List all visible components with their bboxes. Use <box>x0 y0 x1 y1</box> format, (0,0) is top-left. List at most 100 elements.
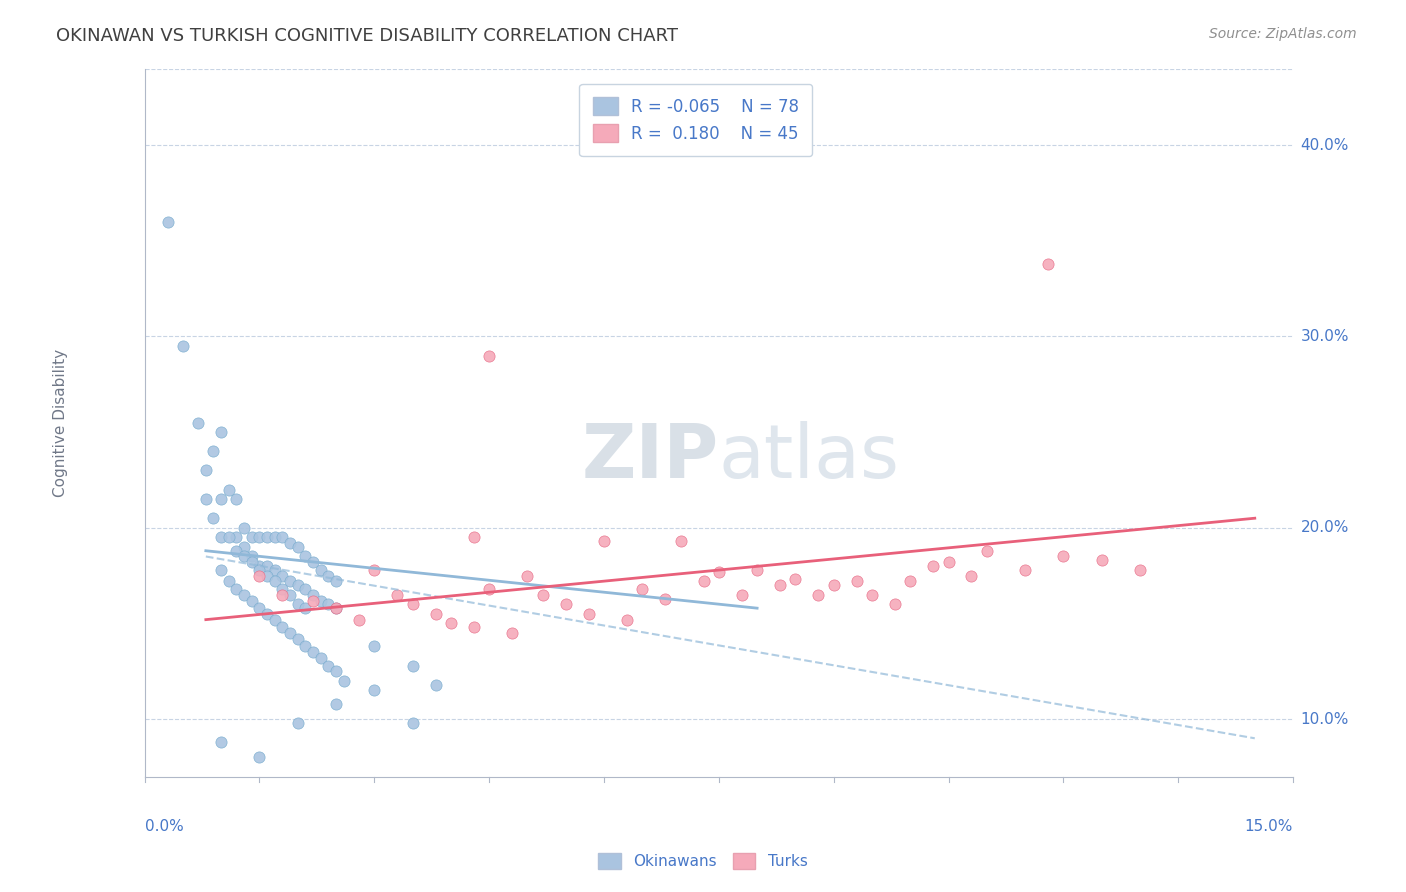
Point <box>249 601 271 615</box>
Point <box>325 665 347 679</box>
Point <box>209 563 232 577</box>
Point <box>294 601 316 615</box>
Point <box>202 511 225 525</box>
Text: ZIP: ZIP <box>582 421 718 494</box>
Point <box>309 593 332 607</box>
Point <box>318 658 340 673</box>
Point <box>309 563 332 577</box>
Point <box>271 588 294 602</box>
Point <box>209 735 232 749</box>
Point <box>1014 563 1036 577</box>
Point <box>938 555 960 569</box>
Point <box>922 559 945 574</box>
Point <box>463 620 485 634</box>
Point <box>287 632 309 646</box>
Point <box>318 568 340 582</box>
Point <box>616 613 638 627</box>
Point <box>263 563 285 577</box>
Point <box>209 530 232 544</box>
Point <box>302 645 325 659</box>
Point <box>249 530 271 544</box>
Point <box>271 620 294 634</box>
Point <box>516 568 538 582</box>
Point <box>249 750 271 764</box>
Point <box>363 683 385 698</box>
Point <box>194 463 217 477</box>
Point <box>325 601 347 615</box>
Point <box>325 697 347 711</box>
Point <box>263 574 285 589</box>
Point <box>1036 257 1059 271</box>
Point <box>807 588 830 602</box>
Point <box>463 530 485 544</box>
Point <box>425 678 447 692</box>
Point <box>401 658 423 673</box>
Point <box>325 574 347 589</box>
Text: 15.0%: 15.0% <box>1244 819 1294 834</box>
Point <box>363 640 385 654</box>
Text: 10.0%: 10.0% <box>1301 712 1350 727</box>
Point <box>309 651 332 665</box>
Point <box>209 425 232 439</box>
Point <box>976 543 998 558</box>
Text: 40.0%: 40.0% <box>1301 137 1350 153</box>
Point <box>478 349 501 363</box>
Point <box>287 598 309 612</box>
Point <box>278 588 301 602</box>
Point <box>202 444 225 458</box>
Point <box>478 582 501 596</box>
Point <box>240 555 263 569</box>
Point <box>769 578 792 592</box>
Point <box>225 543 247 558</box>
Point <box>225 492 247 507</box>
Point <box>1052 549 1074 564</box>
Point <box>302 593 325 607</box>
Point <box>249 559 271 574</box>
Point <box>593 534 616 549</box>
Point <box>278 536 301 550</box>
Point <box>302 588 325 602</box>
Point <box>578 607 600 621</box>
Point <box>401 716 423 731</box>
Text: 20.0%: 20.0% <box>1301 520 1350 535</box>
Point <box>233 540 256 554</box>
Text: 0.0%: 0.0% <box>145 819 183 834</box>
Point <box>785 573 807 587</box>
Text: 30.0%: 30.0% <box>1301 329 1350 344</box>
Point <box>218 574 240 589</box>
Point <box>884 598 907 612</box>
Point <box>654 591 676 606</box>
Text: Source: ZipAtlas.com: Source: ZipAtlas.com <box>1209 27 1357 41</box>
Point <box>233 588 256 602</box>
Point <box>287 540 309 554</box>
Point <box>256 607 278 621</box>
Point <box>240 549 263 564</box>
Point <box>194 492 217 507</box>
Point <box>347 613 370 627</box>
Point <box>531 588 554 602</box>
Point <box>669 534 692 549</box>
Point <box>960 568 983 582</box>
Point <box>256 530 278 544</box>
Point <box>898 574 921 589</box>
Point <box>218 483 240 497</box>
Point <box>823 578 845 592</box>
Point <box>501 626 523 640</box>
Point <box>209 492 232 507</box>
Point <box>294 640 316 654</box>
Point <box>287 578 309 592</box>
Point <box>263 530 285 544</box>
Point <box>860 588 883 602</box>
Point <box>256 568 278 582</box>
Point <box>249 563 271 577</box>
Legend: Okinawans, Turks: Okinawans, Turks <box>592 847 814 875</box>
Point <box>731 588 754 602</box>
Text: atlas: atlas <box>718 421 900 494</box>
Point <box>707 565 730 579</box>
Point <box>271 568 294 582</box>
Point <box>263 613 285 627</box>
Point <box>1091 553 1114 567</box>
Point <box>302 555 325 569</box>
Point <box>294 549 316 564</box>
Point <box>218 530 240 544</box>
